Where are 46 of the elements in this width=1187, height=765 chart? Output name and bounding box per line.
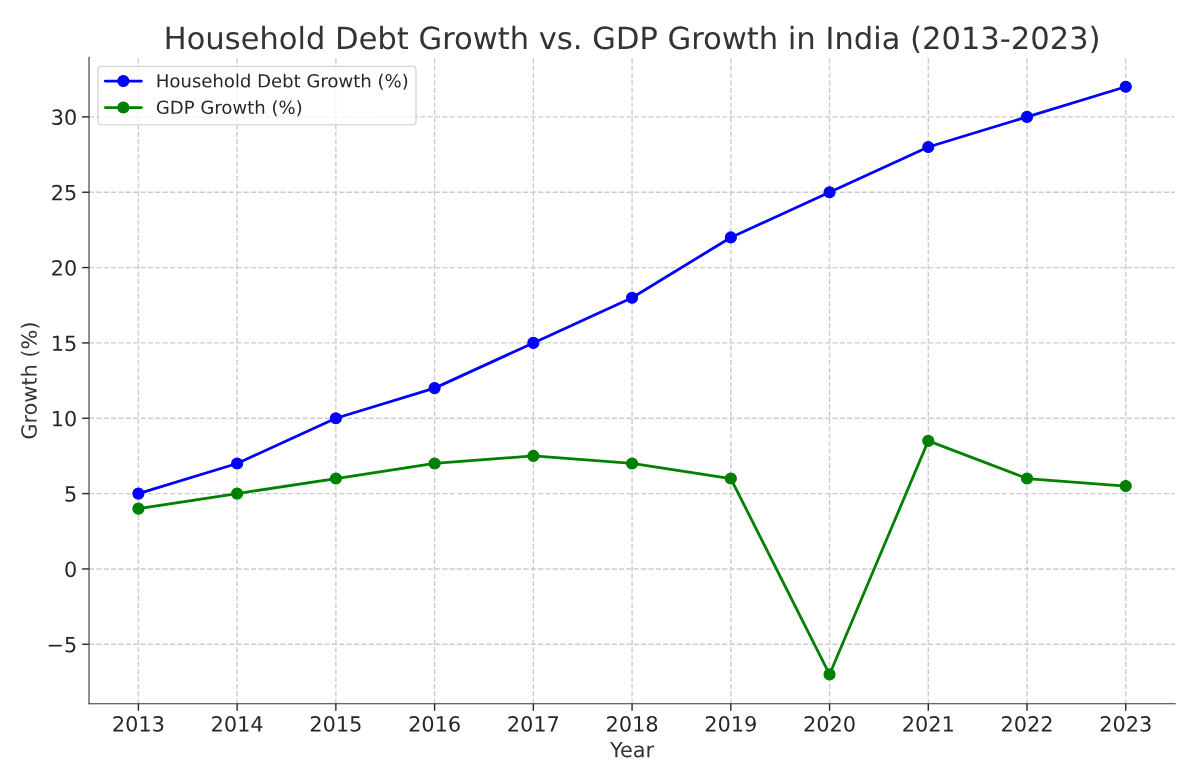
point [724,472,737,485]
x-tick-label: 2019 [705,715,756,732]
point [231,487,244,500]
point [823,668,836,681]
legend-label: GDP Growth (%) [156,100,302,117]
y-tick-label: 0 [65,561,76,578]
point [428,382,441,395]
point [1119,80,1132,93]
point [626,457,639,470]
y-tick-label: 25 [52,184,76,201]
point [1020,472,1034,485]
x-tick-label: 2022 [1002,715,1052,732]
y-tick-label: −5 [48,637,76,653]
chart-title: Household Debt Growth vs. GDP Growth in India (2013-2023) [166,25,1098,54]
x-tick-label: 2020 [804,715,855,732]
point [231,457,244,470]
x-tick-label: 2021 [903,715,953,732]
x-tick-label: 2015 [310,715,361,732]
y-tick-label: 30 [52,109,76,126]
y-tick-label: 10 [53,410,76,427]
y-tick-label: 15 [53,335,76,352]
x-axis-title: Year [609,741,655,758]
point [329,412,342,425]
y-tick-label: 5 [65,486,76,502]
point [626,291,639,304]
point [1020,110,1034,123]
x-tick-label: 2017 [508,715,559,732]
point [823,186,836,199]
legend-label: Household Debt Growth (%) [157,73,408,90]
x-tick-label: 2016 [409,715,460,732]
point [527,449,540,462]
x-tick-label: 2014 [212,715,263,732]
point [527,336,540,349]
y-axis-title: Growth (%) [20,323,40,439]
x-tick-label: 2023 [1100,715,1151,732]
y-tick-label: 20 [52,260,76,276]
point [1119,479,1132,493]
point [922,434,935,447]
x-tick-label: 2013 [113,715,164,732]
point [329,472,342,485]
point [428,457,441,470]
point [132,502,145,515]
x-tick-label: 2018 [607,715,658,732]
point [922,140,935,154]
point [724,231,737,244]
point [132,487,145,500]
